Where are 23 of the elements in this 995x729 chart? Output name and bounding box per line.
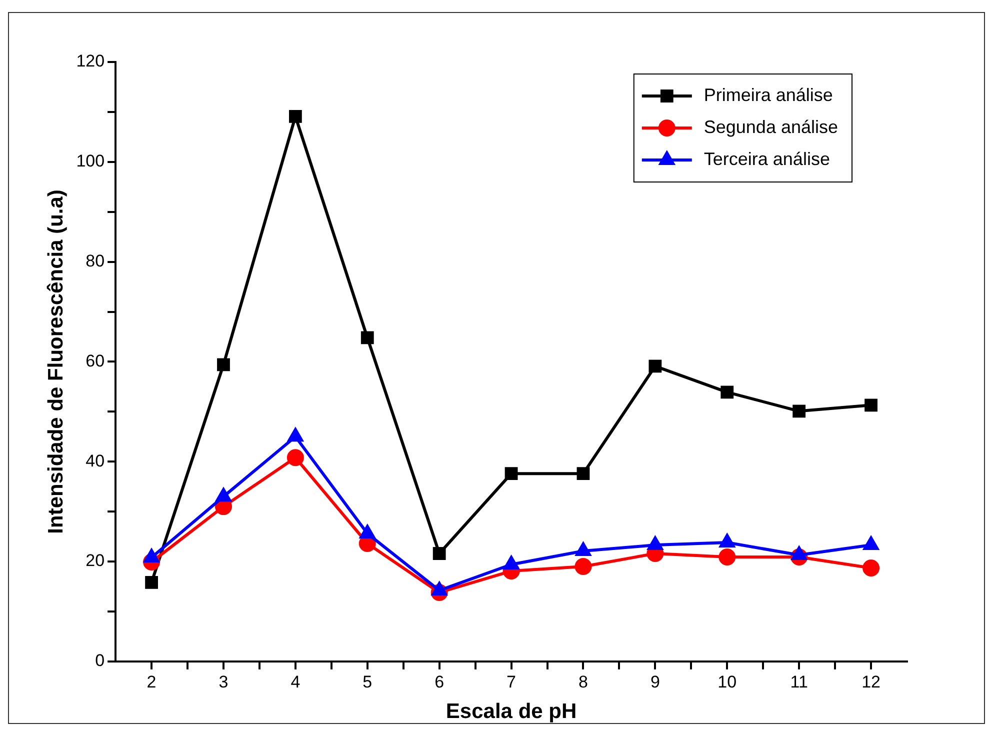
x-tick-label: 7 [506,672,516,692]
y-tick-label: 60 [86,351,105,370]
x-tick-label: 8 [578,672,588,692]
x-axis-title: Escala de pH [446,700,577,724]
y-axis-title: Intensidade de Fluorescência (u.a) [44,190,68,534]
y-tick-label: 100 [76,152,105,171]
y-tick-label: 40 [86,451,105,470]
x-tick-label: 9 [650,672,660,692]
y-tick-label: 0 [95,651,105,670]
x-tick-label: 3 [218,672,228,692]
x-tick-label: 6 [434,672,444,692]
x-tick-label: 12 [862,672,880,692]
x-tick-label: 5 [362,672,372,692]
y-tick-label: 20 [86,551,105,570]
legend-label: Segunda análise [704,116,838,137]
x-tick-label: 2 [146,672,156,692]
y-tick-label: 80 [86,251,105,270]
x-tick-label: 10 [718,672,737,692]
legend-label: Terceira análise [704,148,830,169]
y-tick-label: 120 [76,52,105,71]
x-tick-label: 4 [290,672,300,692]
legend-label: Primeira análise [704,84,833,105]
x-tick-label: 11 [790,672,808,692]
